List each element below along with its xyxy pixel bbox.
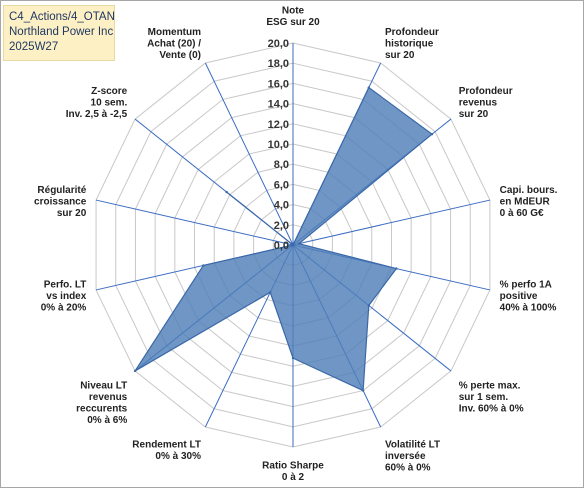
axis-label-13-line-2: 10 sem.	[91, 97, 128, 108]
data-point-5	[395, 267, 398, 270]
axis-label-12-line-3: sur 20	[57, 208, 87, 219]
axis-label-4-line-3: 0 à 60 G€	[500, 208, 544, 219]
axis-label-2: Profondeur historique sur 20	[385, 27, 439, 61]
axis-label-12: Régularité croissance sur 20	[34, 185, 87, 219]
axis-label-5-line-3: 40% à 100%	[500, 302, 557, 313]
axis-label-7-line-2: inversée	[385, 451, 426, 462]
axis-label-4-line-1: Capi. bours.	[500, 185, 558, 196]
axis-label-2-line-3: sur 20	[385, 50, 415, 61]
axis-spoke-14	[204, 62, 294, 246]
axis-label-10-line-4: 0% à 6%	[87, 415, 127, 426]
axis-label-8-line-1: Ratio Sharpe	[262, 461, 324, 472]
axis-label-13: Z-score 10 sem. Inv. 2,5 à -2,5	[66, 86, 128, 120]
axis-label-1-line-2: ESG sur 20	[266, 17, 320, 28]
data-point-6	[367, 304, 371, 307]
chart-title-box: C4_Actions/4_OTAN Northland Power Inc 20…	[3, 5, 115, 61]
tick-label-7: 14,0	[268, 99, 289, 111]
axis-label-10-line-1: Niveau LT	[80, 381, 127, 392]
axis-label-5-line-2: positive	[500, 291, 538, 302]
axis-label-11-line-1: Perfo. LT	[44, 279, 87, 290]
axis-label-6-line-2: sur 1 sem.	[459, 392, 509, 403]
axis-label-2-line-1: Profondeur	[385, 27, 439, 38]
axis-label-5: % perfo 1A positive 40% à 100%	[500, 279, 557, 313]
axis-label-5-line-1: % perfo 1A	[500, 279, 552, 290]
data-point-11	[202, 264, 205, 267]
tick-label-9: 18,0	[268, 58, 289, 70]
axis-label-14: Momentum Achat (20) / Vente (0)	[147, 27, 201, 61]
axis-label-7-line-1: Volatilité LT	[385, 440, 440, 451]
axis-label-4: Capi. bours. en MdEUR 0 à 60 G€	[500, 185, 558, 219]
axis-label-6-line-1: % perte max.	[459, 381, 521, 392]
axis-label-1-line-1: Note	[282, 6, 305, 17]
axis-label-6: % perte max. sur 1 sem. Inv. 60% à 0%	[459, 381, 524, 415]
axis-label-6-line-3: Inv. 60% à 0%	[459, 404, 524, 415]
tick-label-10: 20,0	[268, 38, 289, 50]
axis-label-3-line-1: Profondeur	[459, 86, 513, 97]
axis-label-10-line-3: reccurents	[76, 404, 128, 415]
tick-label-2: 4,0	[274, 200, 289, 212]
axis-label-4-line-2: en MdEUR	[500, 197, 551, 208]
data-point-14	[291, 243, 295, 247]
title-line-company: Northland Power Inc	[9, 26, 114, 38]
axis-label-8-line-2: 0 à 2	[282, 472, 305, 483]
tick-label-3: 6,0	[274, 179, 289, 191]
title-line-portfolio: C4_Actions/4_OTAN	[9, 11, 115, 23]
data-point-9	[269, 291, 272, 294]
tick-label-6: 12,0	[268, 119, 289, 131]
axis-label-13-line-1: Z-score	[91, 86, 128, 97]
axis-label-7: Volatilité LT inversée 60% à 0%	[385, 440, 440, 474]
axis-label-14-line-2: Achat (20) /	[147, 38, 201, 49]
axis-label-3-line-3: sur 20	[459, 109, 489, 120]
axis-spoke-4	[292, 199, 491, 246]
axis-label-7-line-3: 60% à 0%	[385, 463, 431, 474]
axis-label-8: Ratio Sharpe 0 à 2	[262, 461, 324, 484]
axis-label-12-line-2: croissance	[34, 197, 87, 208]
axis-label-12-line-1: Régularité	[37, 185, 86, 196]
axis-label-9-line-2: 0% à 30%	[155, 451, 201, 462]
axis-label-11: Perfo. LT vs index 0% à 20%	[41, 279, 87, 313]
axis-label-2-line-2: historique	[385, 38, 434, 49]
tick-label-8: 16,0	[268, 78, 289, 90]
axis-label-10: Niveau LT revenus reccurents 0% à 6%	[76, 381, 128, 427]
tick-label-5: 10,0	[268, 139, 289, 151]
data-point-13	[225, 190, 228, 194]
data-point-7	[361, 389, 365, 392]
axis-label-13-line-3: Inv. 2,5 à -2,5	[66, 109, 128, 120]
axis-label-9-line-1: Rendement LT	[132, 440, 201, 451]
axis-label-14-line-3: Vente (0)	[159, 50, 201, 61]
axis-label-10-line-2: revenus	[89, 392, 128, 403]
axis-label-3-line-2: revenus	[459, 97, 498, 108]
data-series-area	[134, 86, 433, 392]
axis-label-1: Note ESG sur 20	[266, 6, 320, 29]
axis-label-9: Rendement LT 0% à 30%	[132, 440, 201, 463]
data-point-8	[291, 356, 295, 360]
data-point-10	[133, 369, 137, 373]
axis-label-11-line-2: vs index	[46, 291, 86, 302]
data-point-3	[430, 132, 434, 136]
axis-label-14-line-1: Momentum	[148, 27, 201, 38]
title-line-week: 2025W27	[9, 41, 59, 53]
data-point-2	[367, 86, 371, 89]
axis-label-11-line-3: 0% à 20%	[41, 302, 87, 313]
tick-label-4: 8,0	[274, 159, 289, 171]
tick-label-0: 0,0	[274, 240, 289, 252]
data-point-4	[297, 242, 301, 245]
axis-spoke-12	[95, 199, 294, 246]
axis-label-3: Profondeur revenus sur 20	[459, 86, 513, 120]
tick-label-1: 2,0	[274, 220, 289, 232]
